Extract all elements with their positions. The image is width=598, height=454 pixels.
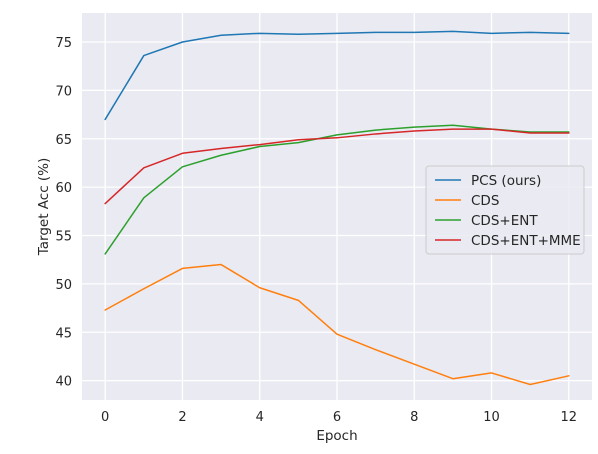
series-lines xyxy=(104,30,570,386)
legend: PCS (ours) CDS CDS+ENT CDS+ENT+MME xyxy=(425,165,585,255)
series-line-1 xyxy=(104,263,570,386)
legend-label: PCS (ours) xyxy=(471,173,541,189)
legend-label: CDS xyxy=(471,193,499,209)
x-tick-label: 4 xyxy=(256,410,264,425)
y-tick-label: 60 xyxy=(55,181,72,196)
x-tick-label: 12 xyxy=(561,410,578,425)
y-tick-label: 65 xyxy=(55,133,72,148)
y-tick-label: 70 xyxy=(55,84,72,99)
x-tick-label: 0 xyxy=(101,410,109,425)
legend-label: CDS+ENT+MME xyxy=(471,233,581,249)
x-tick-label: 8 xyxy=(410,410,418,425)
x-axis-label: Epoch xyxy=(316,428,357,444)
legend-label: CDS+ENT xyxy=(471,213,538,229)
x-tick-label: 6 xyxy=(333,410,341,425)
y-axis-label: Target Acc (%) xyxy=(36,158,52,257)
series-line-0 xyxy=(104,30,570,121)
x-tick-label: 10 xyxy=(483,410,500,425)
legend-box xyxy=(425,165,585,255)
series-line-3 xyxy=(104,128,570,205)
y-tick-label: 45 xyxy=(55,326,72,341)
y-tick-label: 40 xyxy=(55,375,72,390)
y-tick-label: 55 xyxy=(55,230,72,245)
y-tick-label: 75 xyxy=(55,36,72,51)
x-axis-ticks: 0 2 4 6 8 10 12 xyxy=(101,410,577,425)
y-tick-label: 50 xyxy=(55,278,72,293)
y-axis-ticks: 40 45 50 55 60 65 70 75 xyxy=(55,36,72,390)
x-tick-label: 2 xyxy=(178,410,186,425)
